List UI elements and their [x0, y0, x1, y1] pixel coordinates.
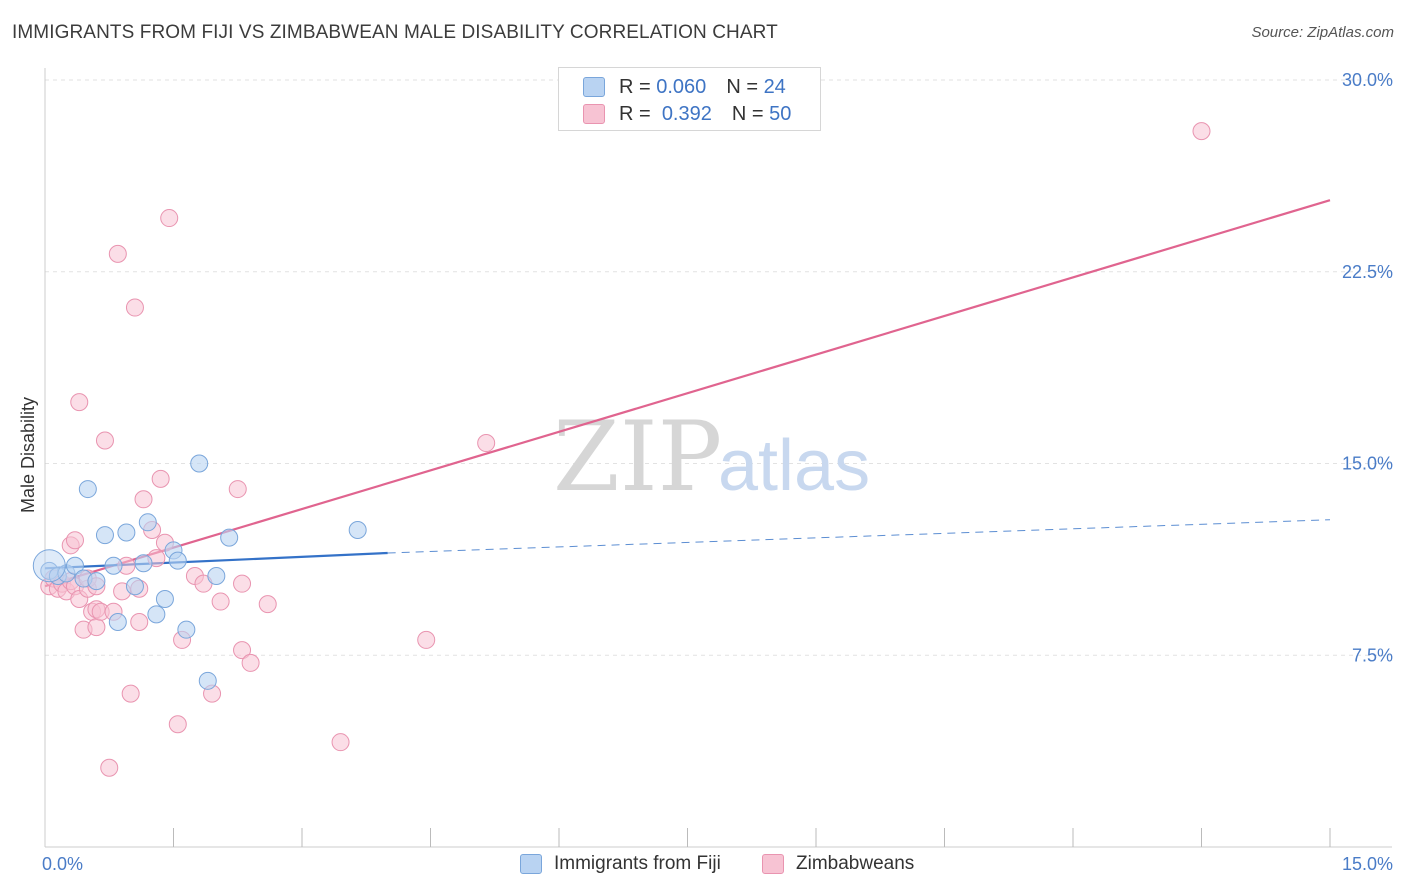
fiji-point: [108, 613, 127, 632]
fiji-point: [147, 605, 166, 624]
fiji-point: [87, 572, 106, 591]
bottom-fiji-label: Immigrants from Fiji: [554, 853, 721, 874]
y-tick-label: 22.5%: [1342, 262, 1393, 282]
zimbabwe-point: [233, 574, 252, 593]
fiji-r-label: R =: [619, 75, 651, 98]
zimbabwe-point: [1192, 122, 1211, 141]
zimbabwe-point: [211, 592, 230, 611]
zimbabwe-swatch: [583, 104, 605, 124]
y-tick-label: 15.0%: [1342, 454, 1393, 474]
fiji-point: [138, 513, 157, 532]
zimbabwe-point: [108, 244, 127, 263]
y-axis-title: Male Disability: [18, 397, 38, 513]
zimbabwe-point: [100, 758, 119, 777]
fiji-point: [155, 590, 174, 609]
watermark: ZIP atlas: [553, 401, 870, 513]
trend-lines: [44, 199, 1331, 588]
bottom-zimbabwe-swatch: [762, 854, 784, 874]
fiji-point: [207, 566, 226, 585]
bottom-legend-zimbabwe: Zimbabweans: [762, 852, 914, 876]
fiji-point: [65, 556, 84, 575]
zimbabwe-point: [241, 653, 260, 672]
fiji-point: [78, 480, 97, 499]
tick-labels: 7.5% 15.0% 22.5% 30.0% 0.0% 15.0%: [42, 70, 1393, 874]
fiji-n-label: N =: [726, 75, 758, 98]
zimbabwe-point: [65, 531, 84, 550]
bottom-zimbabwe-label: Zimbabweans: [796, 853, 915, 874]
fiji-point: [125, 577, 144, 596]
bottom-legend-fiji: Immigrants from Fiji: [520, 852, 721, 876]
legend-row-zimbabwe: R = 0.392 N = 50: [583, 102, 791, 126]
zimbabwe-point: [228, 480, 247, 499]
watermark-atlas: atlas: [718, 426, 870, 506]
fiji-trend-line: [44, 551, 388, 570]
legend-row-fiji: R = 0.060 N = 24: [583, 75, 786, 99]
fiji-swatch: [583, 77, 605, 97]
chart-title: IMMIGRANTS FROM FIJI VS ZIMBABWEAN MALE …: [12, 22, 778, 43]
zimbabwe-point: [160, 209, 179, 228]
fiji-point-cluster: [32, 549, 66, 583]
zimbabwe-point: [134, 490, 153, 509]
watermark-zip: ZIP: [553, 401, 722, 513]
fiji-point: [177, 620, 196, 639]
zimbabwe-point: [125, 298, 144, 317]
zimbabwe-point: [417, 630, 436, 649]
fiji-n-value: 24: [763, 75, 786, 98]
zimbabwe-point: [233, 641, 252, 660]
fiji-point: [95, 526, 114, 545]
zimbabwe-point: [95, 431, 114, 450]
y-tick-label: 7.5%: [1352, 645, 1393, 665]
source-label: Source: ZipAtlas.com: [1251, 24, 1394, 41]
fiji-point: [134, 554, 153, 573]
fiji-point: [168, 551, 187, 570]
fiji-point: [104, 556, 123, 575]
zimbabwe-point: [70, 393, 89, 412]
fiji-trend-extension: [387, 519, 1331, 554]
fiji-point: [117, 523, 136, 542]
zimbabwe-point: [87, 618, 106, 637]
zimbabwe-r-value: 0.392: [661, 102, 712, 125]
grid-lines: [45, 79, 1392, 656]
fiji-point: [348, 520, 367, 539]
axes: [44, 68, 1392, 848]
zimbabwe-trend-line: [44, 199, 1331, 588]
fiji-point: [198, 671, 217, 690]
stats-legend: R = 0.060 N = 24 R = 0.392 N = 50: [558, 67, 821, 131]
fiji-r-value: 0.060: [656, 75, 707, 98]
zimbabwe-n-label: N =: [731, 102, 764, 125]
fiji-point: [220, 528, 239, 547]
zimbabwe-point: [331, 733, 350, 752]
zimbabwe-point: [477, 434, 496, 453]
zimbabwe-point: [130, 613, 149, 632]
zimbabwe-point: [258, 595, 277, 614]
data-points: [32, 122, 1211, 777]
zimbabwe-n-value: 50: [769, 102, 792, 125]
fiji-point: [190, 454, 209, 473]
zimbabwe-point: [151, 469, 170, 488]
x-tick-label-min: 0.0%: [42, 854, 83, 874]
zimbabwe-point: [121, 684, 140, 703]
zimbabwe-r-label: R =: [619, 102, 651, 125]
bottom-fiji-swatch: [520, 854, 542, 874]
y-tick-label: 30.0%: [1342, 70, 1393, 90]
zimbabwe-point: [168, 715, 187, 734]
x-tick-label-max: 15.0%: [1342, 854, 1393, 874]
